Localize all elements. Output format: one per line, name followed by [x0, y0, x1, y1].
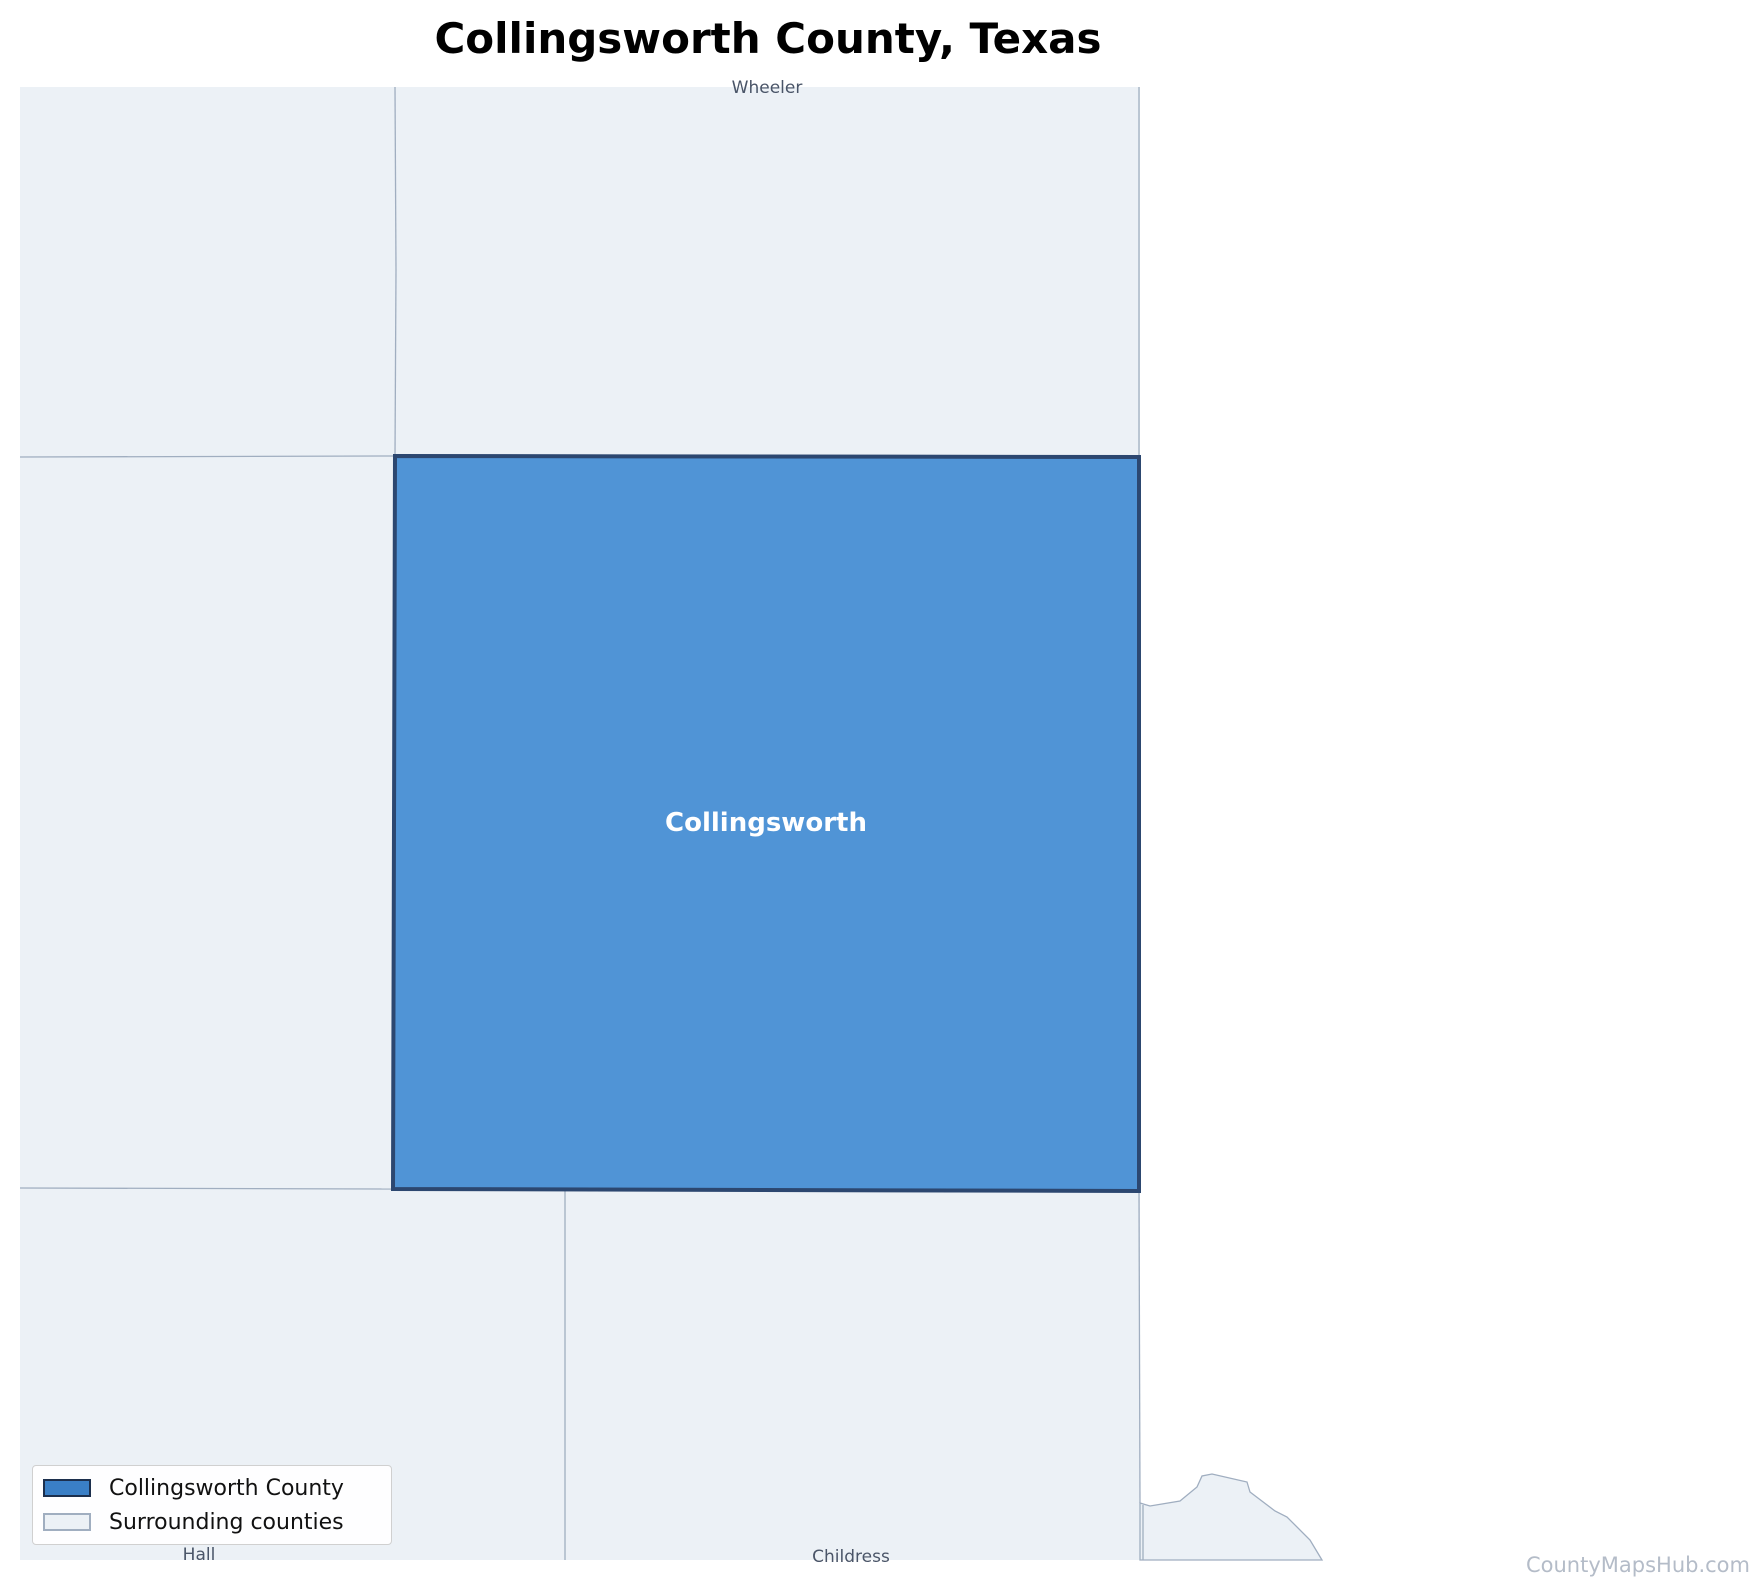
map-legend: Collingsworth County Surrounding countie…	[32, 1465, 392, 1545]
focus-county-label: Collingsworth	[665, 808, 867, 838]
boundary-line	[394, 86, 397, 271]
legend-swatch-focus	[43, 1479, 91, 1497]
boundary-line	[1138, 1189, 1141, 1504]
neighbor-label-wheeler: Wheeler	[732, 78, 803, 98]
focus-county-collingsworth[interactable]	[390, 453, 1141, 1194]
boundary-line	[19, 1187, 395, 1190]
legend-item-focus: Collingsworth County	[43, 1474, 344, 1502]
legend-label-surrounding: Surrounding counties	[109, 1509, 344, 1535]
legend-swatch-surrounding	[43, 1513, 91, 1531]
watermark: CountyMapsHub.com	[1525, 1553, 1750, 1577]
county-boundaries	[19, 86, 1144, 1560]
map-title: Collingsworth County, Texas	[434, 14, 1102, 63]
neighbor-county-southeast	[1139, 1473, 1324, 1561]
legend-item-surrounding: Surrounding counties	[43, 1508, 344, 1536]
neighbor-label-hall: Hall	[183, 1545, 216, 1565]
boundary-line	[19, 455, 396, 458]
boundary-line	[394, 269, 397, 457]
neighbor-label-childress: Childress	[812, 1547, 890, 1567]
legend-label-focus: Collingsworth County	[109, 1475, 344, 1501]
